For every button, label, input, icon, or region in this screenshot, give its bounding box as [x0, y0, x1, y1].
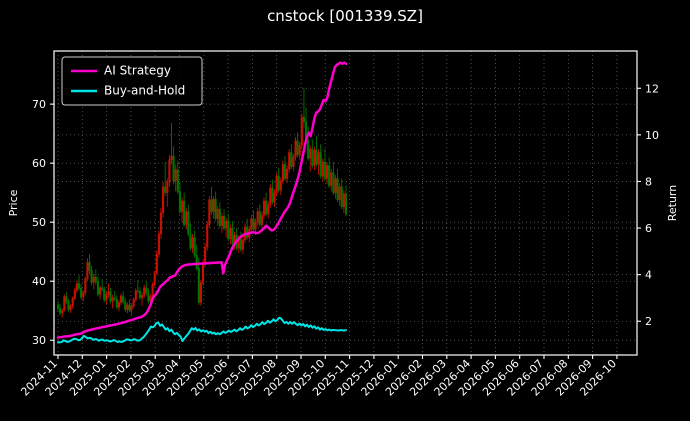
y-tick-label-right: 12 — [645, 82, 659, 95]
y-tick-label-left: 60 — [32, 157, 46, 170]
y-tick-label-right: 10 — [645, 129, 659, 142]
legend-label-buy-and-hold: Buy-and-Hold — [104, 84, 185, 98]
axes-spines — [53, 50, 638, 356]
y-axis-label-return: Return — [666, 185, 679, 222]
line-series-group — [56, 61, 348, 344]
right-axis-ticks: 2 4 6 8 10 12 — [637, 82, 659, 328]
y-axis-label-price: Price — [7, 189, 20, 216]
y-tick-label-left: 70 — [32, 98, 46, 111]
y-tick-label-right: 2 — [645, 315, 652, 328]
legend-label-ai-strategy: AI Strategy — [104, 64, 171, 78]
y-tick-label-left: 40 — [32, 275, 46, 288]
page-title: cnstock [001339.SZ] — [267, 7, 423, 25]
grid-lines — [54, 51, 637, 355]
y-tick-label-right: 6 — [645, 222, 652, 235]
y-tick-label-right: 4 — [645, 269, 652, 282]
chart-legend[interactable]: AI Strategy Buy-and-Hold — [61, 56, 203, 106]
legend-background — [61, 56, 203, 106]
left-axis-ticks: 30 40 50 60 70 — [32, 98, 54, 347]
y-tick-label-left: 50 — [32, 216, 46, 229]
y-tick-label-left: 30 — [32, 334, 46, 347]
y-tick-label-right: 8 — [645, 175, 652, 188]
